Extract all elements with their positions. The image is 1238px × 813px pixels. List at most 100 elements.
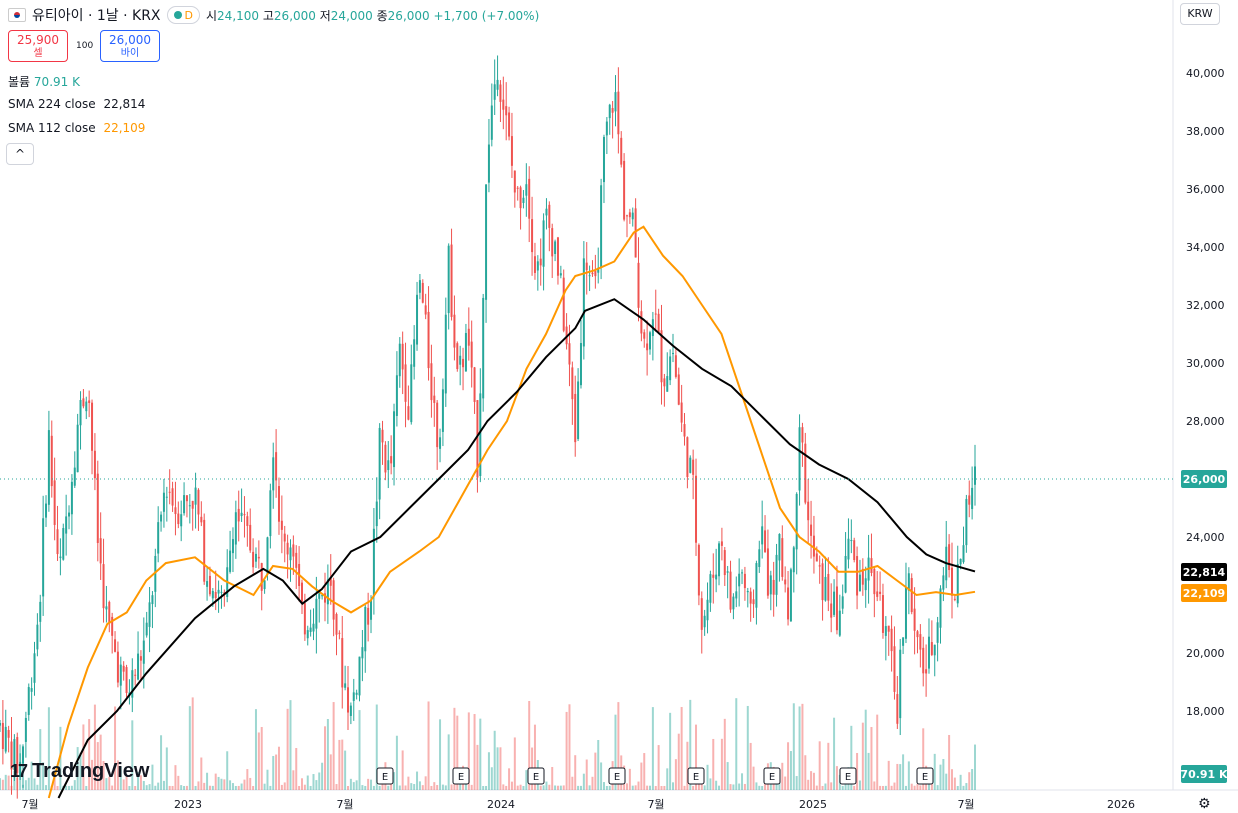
candle-body [565, 326, 568, 345]
candle-body [404, 364, 407, 402]
volume-bar [594, 752, 597, 790]
candle-body [277, 486, 280, 522]
volume-bar [240, 783, 243, 790]
sma224-label: SMA 224 close [8, 97, 96, 111]
candle-body [473, 367, 476, 402]
earnings-marker[interactable]: E [608, 767, 626, 785]
volume-bar [953, 777, 956, 790]
earnings-marker[interactable]: E [763, 767, 781, 785]
candle-body [467, 328, 470, 346]
earnings-marker[interactable]: E [687, 767, 705, 785]
earnings-marker[interactable]: E [527, 767, 545, 785]
candle-body [266, 537, 269, 575]
volume-bar [174, 765, 177, 790]
volume-bar [142, 780, 145, 790]
volume-bar [833, 717, 836, 790]
candle-body [482, 297, 485, 399]
high-value: 26,000 [273, 8, 316, 23]
buy-button[interactable]: 26,000 바이 [100, 30, 160, 62]
candle-body [602, 136, 605, 183]
sma224-legend[interactable]: SMA 224 close 22,814 [8, 97, 145, 111]
currency-selector[interactable]: KRW [1180, 3, 1220, 25]
candle-body [904, 587, 907, 639]
candle-body [654, 313, 657, 315]
candle-body [591, 272, 594, 275]
candle-body [418, 280, 421, 293]
volume-bar [269, 785, 272, 790]
sell-button[interactable]: 25,900 셀 [8, 30, 68, 62]
candle-body [490, 105, 493, 140]
candle-body [939, 588, 942, 628]
candle-body [778, 534, 781, 561]
volume-bar [154, 785, 157, 790]
candle-body [876, 591, 879, 597]
market-status-badge[interactable]: D [166, 6, 200, 24]
candle-body [784, 579, 787, 585]
volume-bar [579, 785, 582, 790]
volume-bar [234, 785, 237, 790]
candle-body [286, 542, 289, 555]
volume-bar [292, 770, 295, 790]
candle-body [88, 400, 91, 404]
order-quantity[interactable]: 100 [76, 41, 94, 51]
candle-body [108, 601, 111, 623]
candle-body [625, 215, 628, 217]
volume-bar [252, 786, 255, 790]
candle-body [361, 647, 364, 659]
candle-body [628, 212, 631, 218]
volume-bar [876, 714, 879, 790]
candle-body [137, 653, 140, 680]
candle-body [919, 634, 922, 650]
volume-bar [272, 755, 275, 790]
earnings-marker[interactable]: E [839, 767, 857, 785]
candle-body [821, 563, 824, 601]
candle-body [292, 544, 295, 557]
volume-legend[interactable]: 볼륨 70.91 K [8, 73, 80, 90]
candle-body [810, 524, 813, 536]
earnings-marker-label: E [614, 772, 620, 783]
candle-body [554, 241, 557, 254]
volume-bar [617, 702, 620, 790]
volume-bar [971, 769, 974, 790]
volume-bar [896, 763, 899, 790]
volume-bar [444, 785, 447, 790]
candle-body [605, 121, 608, 136]
candle-body [183, 495, 186, 514]
candle-body [36, 624, 39, 650]
gear-icon[interactable]: ⚙ [1198, 796, 1211, 812]
earnings-marker[interactable]: E [376, 767, 394, 785]
candle-body [959, 558, 962, 565]
volume-axis-label-box [1181, 765, 1227, 783]
volume-bar [464, 784, 467, 790]
volume-bar [122, 779, 125, 790]
price-labels: 26,000 22,814 22,109 70.91 K [0, 470, 1228, 783]
sma112-legend[interactable]: SMA 112 close 22,109 [8, 121, 145, 135]
symbol-title[interactable]: 유티아이 · 1날 · KRX [32, 8, 161, 24]
candle-body [942, 575, 945, 590]
time-tick-label: 2026 [1107, 798, 1135, 811]
time-tick-label: 7월 [336, 798, 353, 811]
volume-bar [899, 764, 902, 790]
candle-body [732, 596, 735, 610]
volume-bar [309, 785, 312, 790]
earnings-marker[interactable]: E [916, 767, 934, 785]
candle-body [162, 492, 165, 512]
volume-bar [812, 772, 815, 790]
candle-body [326, 579, 329, 605]
candle-body [424, 305, 427, 315]
candle-body [430, 363, 433, 401]
time-axis[interactable]: 7월 2023 7월 2024 7월 2025 7월 2026 [21, 798, 1135, 811]
candle-body [614, 92, 617, 112]
candle-body [953, 598, 956, 600]
collapse-legend-button[interactable]: ^ [6, 143, 34, 165]
volume-bar [102, 761, 105, 790]
candle-body [341, 638, 344, 688]
volume-bar [260, 726, 263, 790]
candle-body [692, 459, 695, 475]
volume-bar [565, 711, 568, 790]
volume-bar [76, 747, 79, 790]
volume-bar [787, 742, 790, 790]
earnings-marker[interactable]: E [452, 767, 470, 785]
